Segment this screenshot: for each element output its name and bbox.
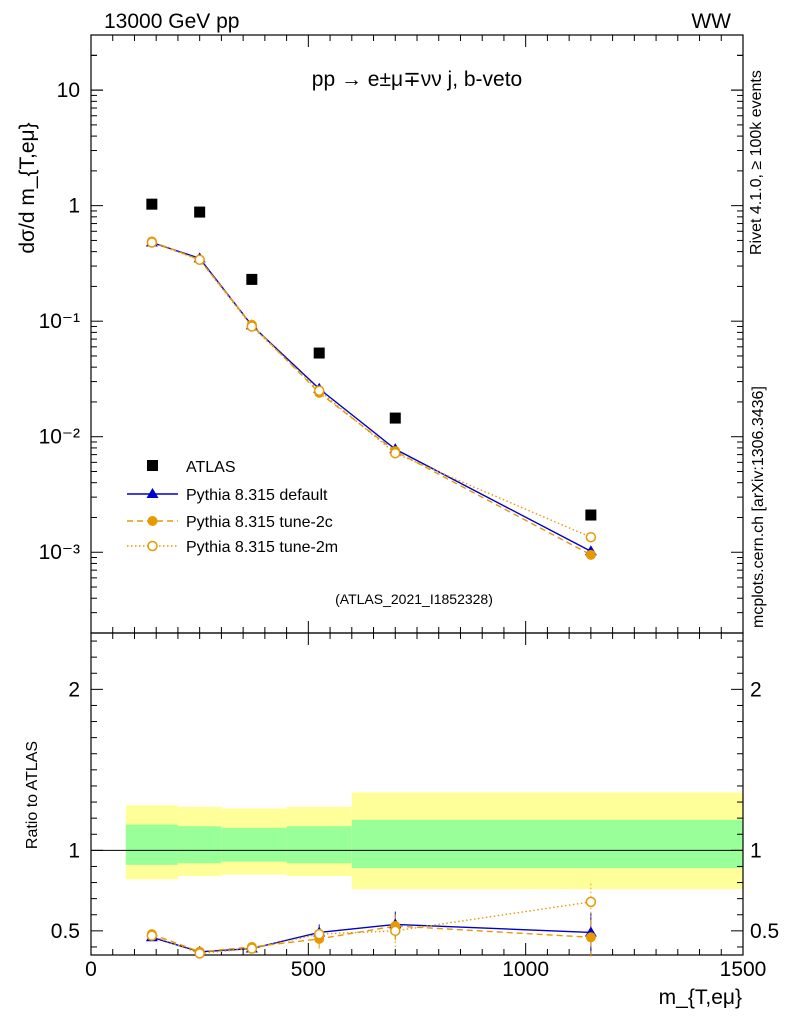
- main-plot: 10 1 10⁻¹ 10⁻² 10⁻³ pp → e±μ∓νν j, b-veto dσ…: [16, 34, 744, 634]
- x-axis-label: m_{T,eμ}: [659, 986, 742, 1009]
- uncertainty-band-inner: [177, 826, 222, 864]
- x-tick-label: 500: [291, 958, 326, 981]
- legend-marker-atlas: [147, 460, 158, 471]
- data-point-data: [246, 273, 258, 285]
- y-tick-label: 10⁻²: [39, 426, 80, 449]
- legend-label-default: Pythia 8.315 default: [186, 487, 328, 504]
- ratio-line-tune2c: [151, 925, 591, 953]
- ratio-y-tick-label-left: 0.5: [51, 920, 80, 943]
- ratio-y-axis-label: Ratio to ATLAS: [24, 741, 41, 849]
- data-point-tune2m: [585, 531, 597, 543]
- ratio-point-tune2m: [246, 943, 258, 954]
- ratio-point-tune2m: [146, 930, 158, 941]
- energy-label: 13000 GeV pp: [104, 10, 239, 33]
- data-point-tune2m: [194, 254, 205, 266]
- watermark: (ATLAS_2021_I1852328): [335, 591, 493, 607]
- plot-title: pp → e±μ∓νν j, b-veto: [312, 68, 522, 91]
- uncertainty-band-inner: [221, 827, 287, 862]
- ratio-y-tick-label-right: 0.5: [750, 920, 779, 943]
- legend-entry-default: Pythia 8.315 default: [127, 487, 328, 504]
- ratio-y-tick-label-left: 2: [68, 678, 80, 701]
- x-tick-label: 0: [85, 958, 97, 981]
- ratio-y-tick-label-left: 1: [68, 839, 80, 862]
- data-point-tune2m: [313, 385, 325, 396]
- data-point-data: [146, 198, 158, 210]
- data-point-tune2c: [585, 549, 596, 560]
- legend-entry-tune2c: Pythia 8.315 tune-2c: [127, 514, 333, 531]
- mcplots-label: mcplots.cern.ch [arXiv:1306.3436]: [750, 386, 767, 628]
- legend-entry-atlas: ATLAS: [147, 459, 236, 476]
- main-y-axis-label: dσ/d m_{T,eμ}: [16, 122, 39, 253]
- y-tick-label: 10⁻³: [39, 541, 80, 564]
- uncertainty-band-inner: [125, 824, 178, 865]
- ratio-line-default: [151, 923, 591, 953]
- x-tick-label: 1000: [502, 958, 549, 981]
- data-point-data: [585, 509, 597, 521]
- ratio-plot: 0.5 0.5 1 1 2 2 Ratio to ATLAS: [24, 632, 779, 959]
- ratio-point-tune2c: [585, 932, 596, 943]
- ratio-point-tune2m: [585, 896, 597, 908]
- data-point-tune2m: [246, 321, 258, 332]
- ratio-point-tune2m: [390, 925, 401, 937]
- legend-marker-default: [146, 488, 159, 498]
- ratio-line-tune2m: [151, 901, 591, 955]
- y-tick-label: 10⁻¹: [39, 310, 80, 333]
- series-line-default: [151, 241, 592, 552]
- x-tick-label: 1500: [720, 958, 767, 981]
- legend-label-tune2m: Pythia 8.315 tune-2m: [186, 539, 338, 556]
- ratio-point-tune2m: [194, 948, 205, 959]
- legend-marker-tune2c: [147, 516, 158, 526]
- legend-label-atlas: ATLAS: [186, 459, 236, 476]
- rivet-label: Rivet 4.1.0, ≥ 100k events: [748, 70, 765, 255]
- process-tag: WW: [691, 10, 731, 33]
- legend-label-tune2c: Pythia 8.315 tune-2c: [186, 514, 333, 531]
- uncertainty-band-inner: [351, 819, 743, 869]
- data-point-data: [313, 347, 325, 359]
- series-line-tune2c: [151, 240, 592, 556]
- data-point-data: [389, 412, 401, 424]
- data-point-tune2m: [146, 237, 158, 248]
- data-point-data: [194, 206, 206, 218]
- data-point-tune2m: [390, 447, 401, 459]
- legend: ATLAS Pythia 8.315 default Pythia 8.315 …: [127, 459, 338, 556]
- y-tick-label: 10: [57, 79, 80, 102]
- ratio-y-tick-label-right: 2: [750, 678, 762, 701]
- legend-marker-tune2m: [147, 540, 158, 552]
- ratio-point-tune2m: [313, 928, 325, 940]
- uncertainty-band-inner: [286, 826, 352, 864]
- legend-entry-tune2m: Pythia 8.315 tune-2m: [127, 539, 338, 556]
- y-tick-label: 1: [68, 195, 80, 218]
- ratio-y-tick-label-right: 1: [750, 839, 762, 862]
